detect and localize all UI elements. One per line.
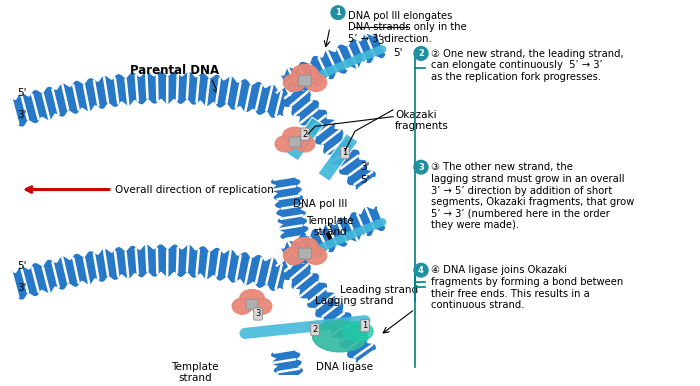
Ellipse shape	[343, 322, 373, 341]
Polygon shape	[276, 251, 374, 362]
Text: DNA ligase: DNA ligase	[316, 362, 374, 372]
Text: ③ The other new strand, the
lagging strand must grow in an overall
3’ → 5’ direc: ③ The other new strand, the lagging stra…	[431, 163, 634, 230]
Ellipse shape	[252, 298, 272, 314]
Ellipse shape	[292, 64, 318, 82]
Circle shape	[331, 6, 345, 19]
Text: 1: 1	[363, 321, 368, 330]
Text: 1: 1	[342, 148, 348, 157]
Ellipse shape	[240, 290, 264, 306]
Ellipse shape	[312, 321, 368, 352]
Text: 3: 3	[256, 310, 260, 318]
Text: 3: 3	[418, 163, 424, 172]
Ellipse shape	[295, 136, 315, 152]
Text: Template
strand: Template strand	[307, 216, 354, 237]
Text: ④ DNA ligase joins Okazaki
fragments by forming a bond between
their free ends. : ④ DNA ligase joins Okazaki fragments by …	[431, 265, 623, 310]
Polygon shape	[272, 176, 307, 238]
Ellipse shape	[305, 74, 327, 91]
Ellipse shape	[275, 136, 295, 152]
Text: Parental DNA: Parental DNA	[130, 64, 220, 78]
Text: 3': 3'	[18, 110, 27, 120]
Text: ② One new strand, the leading strand,
can elongate continuously  5’ → 3’
as the : ② One new strand, the leading strand, ca…	[431, 49, 624, 82]
Text: 3': 3'	[377, 36, 386, 46]
Text: Overall direction of replication: Overall direction of replication	[115, 185, 274, 195]
Text: 2: 2	[302, 130, 307, 139]
FancyBboxPatch shape	[246, 299, 258, 309]
FancyBboxPatch shape	[299, 75, 312, 86]
Text: 3': 3'	[360, 162, 370, 172]
Ellipse shape	[284, 247, 305, 264]
Text: 1: 1	[335, 8, 341, 17]
Circle shape	[414, 263, 428, 277]
Ellipse shape	[305, 247, 327, 264]
Circle shape	[414, 160, 428, 174]
Text: 2: 2	[312, 325, 318, 334]
Polygon shape	[12, 73, 288, 125]
Text: DNA pol III elongates
DNA strands only in the
5’ → 3’ direction.: DNA pol III elongates DNA strands only i…	[348, 11, 467, 44]
Text: 5': 5'	[393, 49, 402, 58]
Text: Okazaki
fragments: Okazaki fragments	[395, 110, 449, 131]
Polygon shape	[286, 117, 323, 161]
Ellipse shape	[283, 127, 307, 143]
Text: 2: 2	[418, 49, 424, 58]
Text: 4: 4	[418, 266, 424, 275]
Text: Lagging strand: Lagging strand	[315, 296, 393, 306]
Polygon shape	[318, 134, 358, 181]
FancyBboxPatch shape	[299, 248, 312, 259]
Polygon shape	[272, 349, 307, 386]
Polygon shape	[276, 78, 374, 188]
Text: 5': 5'	[360, 175, 370, 185]
Polygon shape	[12, 245, 288, 298]
Circle shape	[414, 47, 428, 60]
Polygon shape	[280, 34, 384, 96]
Ellipse shape	[284, 74, 305, 91]
Polygon shape	[280, 207, 384, 269]
Text: 3': 3'	[18, 283, 27, 293]
Ellipse shape	[292, 237, 318, 255]
Text: Template
strand: Template strand	[172, 362, 218, 383]
FancyBboxPatch shape	[289, 137, 301, 147]
Text: DNA pol III: DNA pol III	[293, 199, 347, 209]
Text: 5': 5'	[18, 88, 27, 98]
Ellipse shape	[232, 298, 252, 314]
Text: 5': 5'	[18, 261, 27, 271]
Text: Leading strand: Leading strand	[340, 284, 418, 295]
